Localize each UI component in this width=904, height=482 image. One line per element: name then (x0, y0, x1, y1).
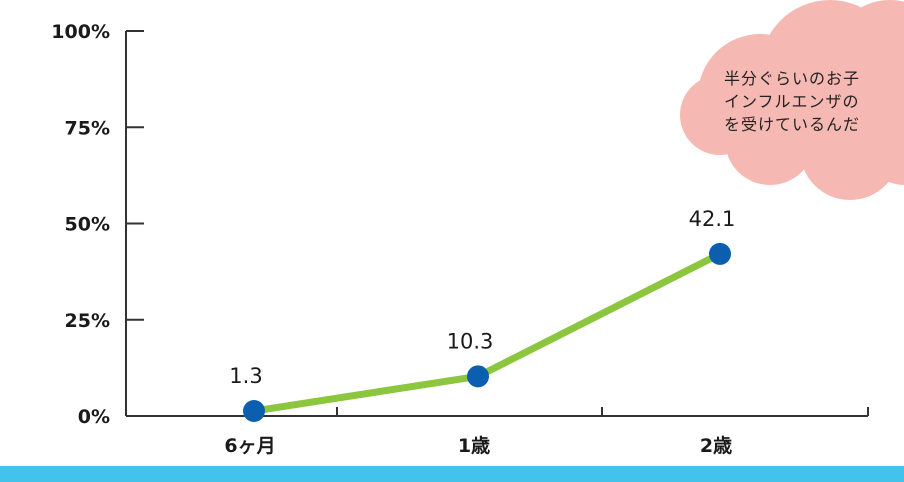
data-label: 10.3 (447, 329, 494, 353)
y-tick-label: 50% (65, 214, 110, 236)
cloud-puff (680, 75, 760, 155)
y-tick-label: 25% (65, 310, 110, 332)
y-axis-ticks: 0% 25% 50% 75% 100% (51, 21, 110, 428)
x-tick-label: 2歳 (700, 435, 732, 457)
speech-cloud (680, 0, 904, 200)
y-tick-label: 75% (65, 117, 110, 139)
cloud-puff (860, 95, 904, 185)
callout-line: を受けているんだ (724, 115, 861, 134)
callout-line: インフルエンザの (724, 92, 860, 111)
x-tick-label: 6ヶ月 (224, 435, 275, 457)
data-point (243, 399, 265, 422)
data-label: 42.1 (689, 207, 736, 231)
data-point (467, 365, 489, 388)
callout-line: 半分ぐらいのお子 (724, 69, 861, 88)
y-tick-label: 0% (78, 406, 110, 428)
x-tick-label: 1歳 (458, 435, 490, 457)
x-axis-ticks: 6ヶ月 1歳 2歳 (224, 435, 732, 457)
y-tick-label: 100% (51, 21, 110, 43)
bottom-band (0, 466, 904, 482)
data-point (709, 242, 731, 265)
data-labels: 1.3 10.3 42.1 (229, 207, 735, 388)
data-label: 1.3 (229, 364, 262, 388)
callout-text: 半分ぐらいのお子 インフルエンザの を受けているんだ (724, 67, 904, 136)
series-markers (243, 242, 731, 422)
cloud-puff (830, 0, 904, 120)
